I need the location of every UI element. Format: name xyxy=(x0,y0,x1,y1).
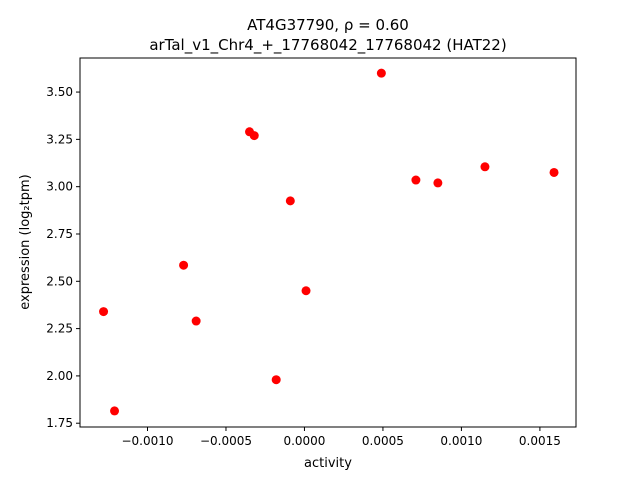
chart-title-line1: AT4G37790, ρ = 0.60 xyxy=(247,16,409,34)
x-tick-label: 0.0005 xyxy=(362,434,404,448)
data-point-8 xyxy=(285,196,295,206)
data-point-3 xyxy=(179,260,189,270)
y-tick-label: 3.25 xyxy=(46,132,73,146)
y-tick-label: 2.75 xyxy=(46,227,73,241)
x-tick-label: −0.0010 xyxy=(121,434,173,448)
y-tick-label: 2.00 xyxy=(46,369,73,383)
data-point-13 xyxy=(480,162,490,172)
data-points xyxy=(99,68,559,416)
data-point-2 xyxy=(110,406,120,416)
data-point-12 xyxy=(433,178,443,188)
y-tick-label: 3.50 xyxy=(46,85,73,99)
x-axis-label: activity xyxy=(304,456,352,471)
data-point-11 xyxy=(411,175,421,185)
y-axis-label: expression (log₂tpm) xyxy=(18,174,33,309)
x-tick-label: 0.0000 xyxy=(283,434,325,448)
x-tick-label: 0.0015 xyxy=(519,434,561,448)
y-tick-label: 3.00 xyxy=(46,180,73,194)
y-axis-ticks: 1.75 2.00 2.25 2.50 2.75 3.00 3.25 3.50 xyxy=(46,85,80,430)
data-point-9 xyxy=(301,286,311,296)
plot-frame xyxy=(79,57,577,428)
x-tick-label: −0.0005 xyxy=(200,434,252,448)
y-tick-label: 1.75 xyxy=(46,416,73,430)
data-point-6 xyxy=(249,131,259,141)
data-point-7 xyxy=(271,375,281,385)
x-tick-label: 0.0010 xyxy=(440,434,482,448)
data-point-4 xyxy=(191,316,201,326)
chart-title-line2: arTal_v1_Chr4_+_17768042_17768042 (HAT22… xyxy=(149,36,506,55)
data-point-14 xyxy=(549,167,559,177)
data-point-10 xyxy=(376,68,386,78)
data-point-1 xyxy=(99,307,109,317)
x-axis-ticks: −0.0010 −0.0005 0.0000 0.0005 0.0010 0.0015 xyxy=(121,427,561,448)
y-tick-label: 2.25 xyxy=(46,322,73,336)
y-tick-label: 2.50 xyxy=(46,274,73,288)
